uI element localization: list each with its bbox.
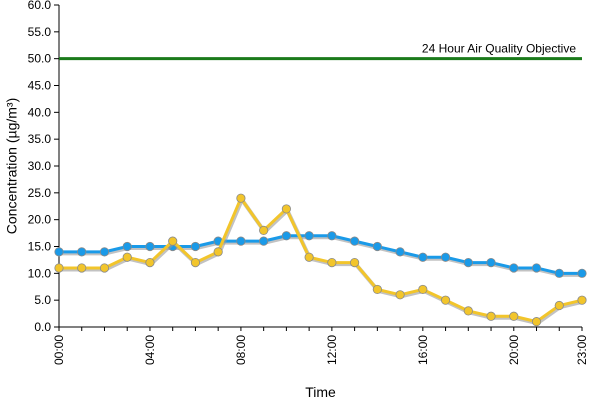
data-point — [440, 295, 451, 305]
data-point — [463, 306, 473, 316]
data-point — [122, 252, 132, 262]
series — [54, 193, 587, 327]
y-tick-label: 30.0 — [28, 159, 52, 173]
data-point — [54, 247, 64, 257]
data-point — [259, 225, 269, 235]
data-point — [372, 241, 382, 252]
x-tick-label: 04:00 — [143, 335, 157, 365]
data-point — [509, 263, 519, 273]
data-point — [350, 236, 360, 246]
data-point — [327, 257, 337, 268]
series-2 — [54, 193, 587, 327]
data-point — [236, 193, 246, 203]
data-point — [168, 236, 178, 246]
data-point — [372, 284, 382, 295]
data-point — [440, 252, 451, 262]
data-point — [77, 263, 87, 273]
data-point — [145, 257, 155, 268]
data-point — [190, 241, 201, 252]
series-line-shadow — [60, 235, 583, 277]
data-point — [418, 252, 428, 262]
data-point — [145, 241, 155, 252]
series-line — [59, 196, 583, 324]
data-point — [418, 284, 428, 295]
data-point — [99, 247, 110, 257]
x-tick-label: 00:00 — [52, 335, 66, 365]
data-point — [236, 236, 246, 246]
data-point — [304, 231, 314, 241]
y-tick-label: 20.0 — [28, 213, 52, 227]
x-tick-label: 16:00 — [416, 335, 430, 365]
x-tick-label: 12:00 — [325, 335, 339, 365]
data-point — [99, 263, 110, 273]
x-axis-title: Time — [305, 384, 336, 400]
data-point — [554, 268, 564, 278]
data-point — [509, 311, 519, 321]
data-point — [213, 247, 223, 257]
y-tick-label: 50.0 — [28, 52, 52, 66]
threshold-label: 24 Hour Air Quality Objective — [422, 42, 576, 56]
data-point — [554, 300, 564, 311]
data-point — [486, 257, 496, 268]
y-axis-title: Concentration (µg/m³) — [4, 98, 20, 234]
y-axis-ticks: 0.0 5.0 10.0 15.0 20.0 25.0 30.0 35.0 40.0 45.0 50… — [28, 0, 59, 334]
data-point — [281, 231, 291, 241]
data-point — [77, 247, 87, 257]
data-point — [122, 241, 132, 252]
y-tick-label: 60.0 — [28, 0, 52, 12]
data-point — [395, 290, 405, 300]
y-tick-label: 40.0 — [28, 105, 52, 119]
data-point — [54, 263, 64, 273]
x-axis-ticks: 00:00 04:00 08:00 12:00 16:00 20:00 23:00 — [52, 327, 589, 365]
data-point — [259, 236, 269, 246]
y-tick-label: 15.0 — [28, 240, 52, 254]
data-point — [190, 257, 201, 268]
data-point — [327, 231, 337, 241]
data-point — [395, 247, 405, 257]
x-tick-label: 08:00 — [234, 335, 248, 365]
x-tick-label: 20:00 — [507, 335, 521, 365]
data-point — [577, 295, 587, 305]
y-tick-label: 10.0 — [28, 266, 52, 280]
data-point — [304, 252, 314, 262]
y-tick-label: 35.0 — [28, 132, 52, 146]
y-tick-label: 25.0 — [28, 186, 52, 200]
data-point — [486, 311, 496, 321]
x-tick-label: 23:00 — [575, 335, 589, 365]
data-point — [531, 317, 542, 327]
y-tick-label: 45.0 — [28, 79, 52, 93]
data-point — [463, 257, 473, 268]
data-point — [350, 257, 360, 268]
threshold: 24 Hour Air Quality Objective — [59, 42, 582, 61]
y-tick-label: 55.0 — [28, 25, 52, 39]
y-tick-label: 5.0 — [34, 293, 51, 307]
data-point — [531, 263, 542, 273]
y-tick-label: 0.0 — [34, 320, 51, 334]
series-1 — [54, 231, 587, 278]
data-point — [577, 268, 587, 278]
data-point — [281, 204, 291, 214]
